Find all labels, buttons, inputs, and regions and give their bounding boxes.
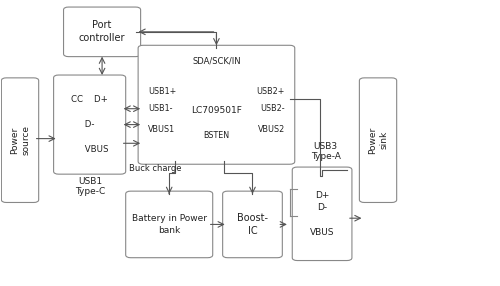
Text: USB1-: USB1- xyxy=(148,104,172,113)
FancyBboxPatch shape xyxy=(222,191,282,258)
Text: USB1
Type-C: USB1 Type-C xyxy=(75,177,105,196)
Text: USB1+: USB1+ xyxy=(148,87,176,96)
Text: SDA/SCK/IN: SDA/SCK/IN xyxy=(192,57,241,65)
Text: BSTEN: BSTEN xyxy=(204,131,230,140)
Text: Port
controller: Port controller xyxy=(79,20,126,43)
Text: LC709501F: LC709501F xyxy=(191,106,242,115)
FancyBboxPatch shape xyxy=(292,167,352,261)
Text: D+
D-

VBUS: D+ D- VBUS xyxy=(310,190,334,237)
Text: CC    D+

     D-

     VBUS: CC D+ D- VBUS xyxy=(71,95,108,154)
Text: VBUS1: VBUS1 xyxy=(148,125,175,134)
Text: VBUS2: VBUS2 xyxy=(258,125,285,134)
Text: Buck charge: Buck charge xyxy=(129,164,182,173)
Text: USB2-: USB2- xyxy=(260,104,285,113)
FancyBboxPatch shape xyxy=(54,75,126,174)
Text: Power
sink: Power sink xyxy=(368,126,388,154)
FancyBboxPatch shape xyxy=(126,191,212,258)
FancyBboxPatch shape xyxy=(360,78,397,202)
FancyBboxPatch shape xyxy=(64,7,140,57)
FancyBboxPatch shape xyxy=(138,45,295,164)
Text: USB3
Type-A: USB3 Type-A xyxy=(310,142,340,161)
FancyBboxPatch shape xyxy=(2,78,38,202)
Text: Battery in Power
bank: Battery in Power bank xyxy=(132,214,206,235)
Text: USB2+: USB2+ xyxy=(256,87,285,96)
Text: Boost-
IC: Boost- IC xyxy=(237,213,268,236)
Text: Power
source: Power source xyxy=(10,125,30,155)
